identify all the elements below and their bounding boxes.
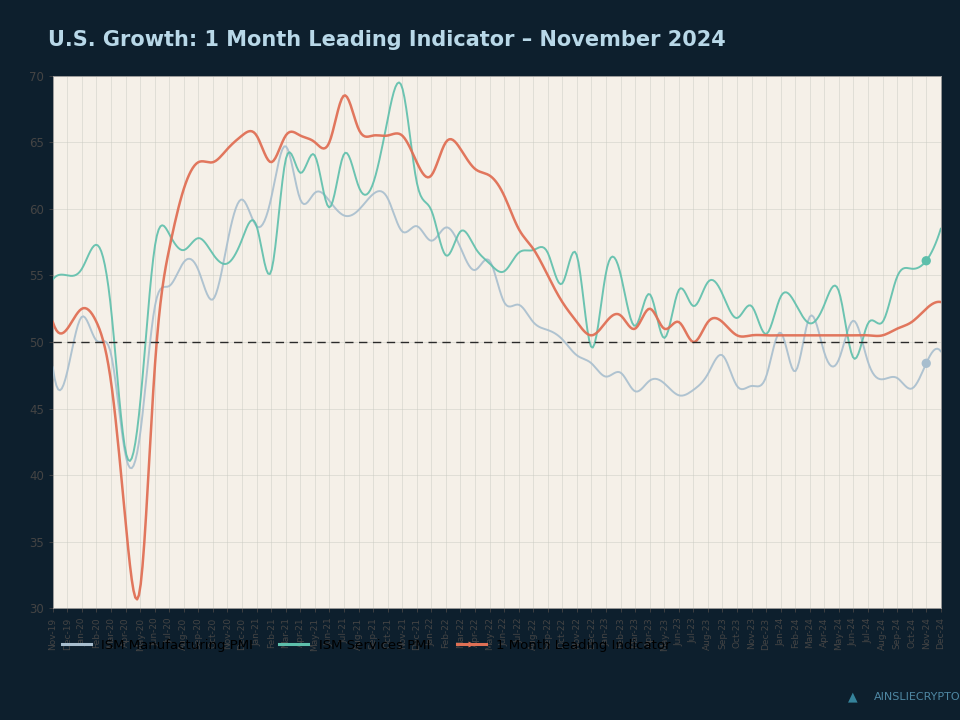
- Text: U.S. Growth: 1 Month Leading Indicator – November 2024: U.S. Growth: 1 Month Leading Indicator –…: [48, 30, 726, 50]
- Legend: ISM Manufacturing PMI, ISM Services PMI, 1 Month Leading Indicator: ISM Manufacturing PMI, ISM Services PMI,…: [57, 634, 676, 657]
- Point: [919, 255, 934, 266]
- Text: AINSLIECRYPTO.COM.AU: AINSLIECRYPTO.COM.AU: [875, 692, 960, 701]
- Text: ▲: ▲: [848, 690, 857, 703]
- Point: [919, 358, 934, 369]
